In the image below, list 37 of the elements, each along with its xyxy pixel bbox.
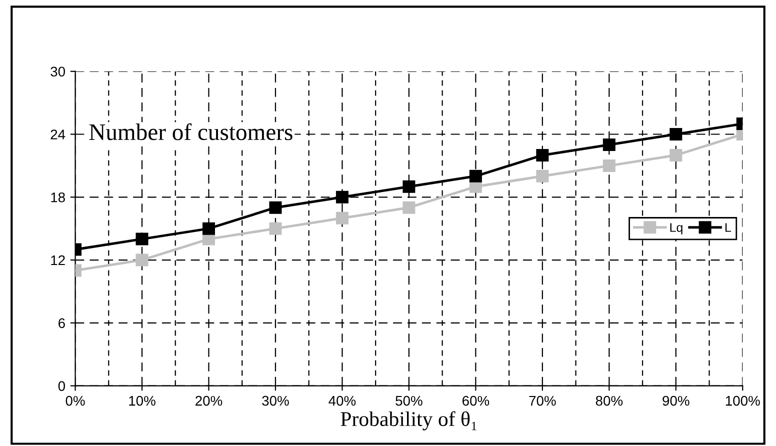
x-tick-label: 30% (262, 396, 289, 406)
x-tick-label: 0% (66, 396, 85, 406)
point (670, 148, 682, 162)
point (136, 232, 148, 246)
x-tick-label: 80% (596, 396, 623, 406)
y-tick-label: 6 (58, 318, 65, 328)
x-tick-label: 40% (328, 396, 356, 406)
point (402, 180, 416, 193)
x-tick-label: 10% (129, 396, 156, 406)
x-tick-label: 20% (196, 396, 222, 406)
y-tick-label: 18 (51, 192, 65, 202)
y-tick-label: 30 (50, 66, 66, 77)
point (136, 254, 148, 266)
point (469, 170, 482, 182)
point (269, 222, 282, 235)
x-tick-label: 90% (662, 396, 690, 406)
legend-label: Lq (670, 223, 682, 234)
y-axis-title: Number of customers (89, 123, 292, 140)
x-axis-title: Probability of θ₁ (340, 411, 476, 430)
legend-label: L (725, 223, 731, 232)
y-tick-label: 0 (58, 381, 66, 391)
x-tick-label: 60% (462, 396, 490, 406)
point (402, 201, 416, 214)
point (536, 170, 549, 182)
x-tick-label: 50% (396, 396, 422, 406)
point (202, 222, 215, 235)
point (269, 201, 282, 214)
point (602, 138, 616, 151)
point (602, 159, 616, 172)
x-tick-label: 70% (529, 396, 556, 406)
y-tick-label: 12 (51, 255, 65, 266)
point (336, 190, 348, 204)
point (536, 148, 549, 162)
point (336, 212, 348, 224)
x-tick-label: 100% (726, 396, 760, 406)
point (670, 128, 682, 140)
y-tick-label: 24 (50, 130, 66, 140)
